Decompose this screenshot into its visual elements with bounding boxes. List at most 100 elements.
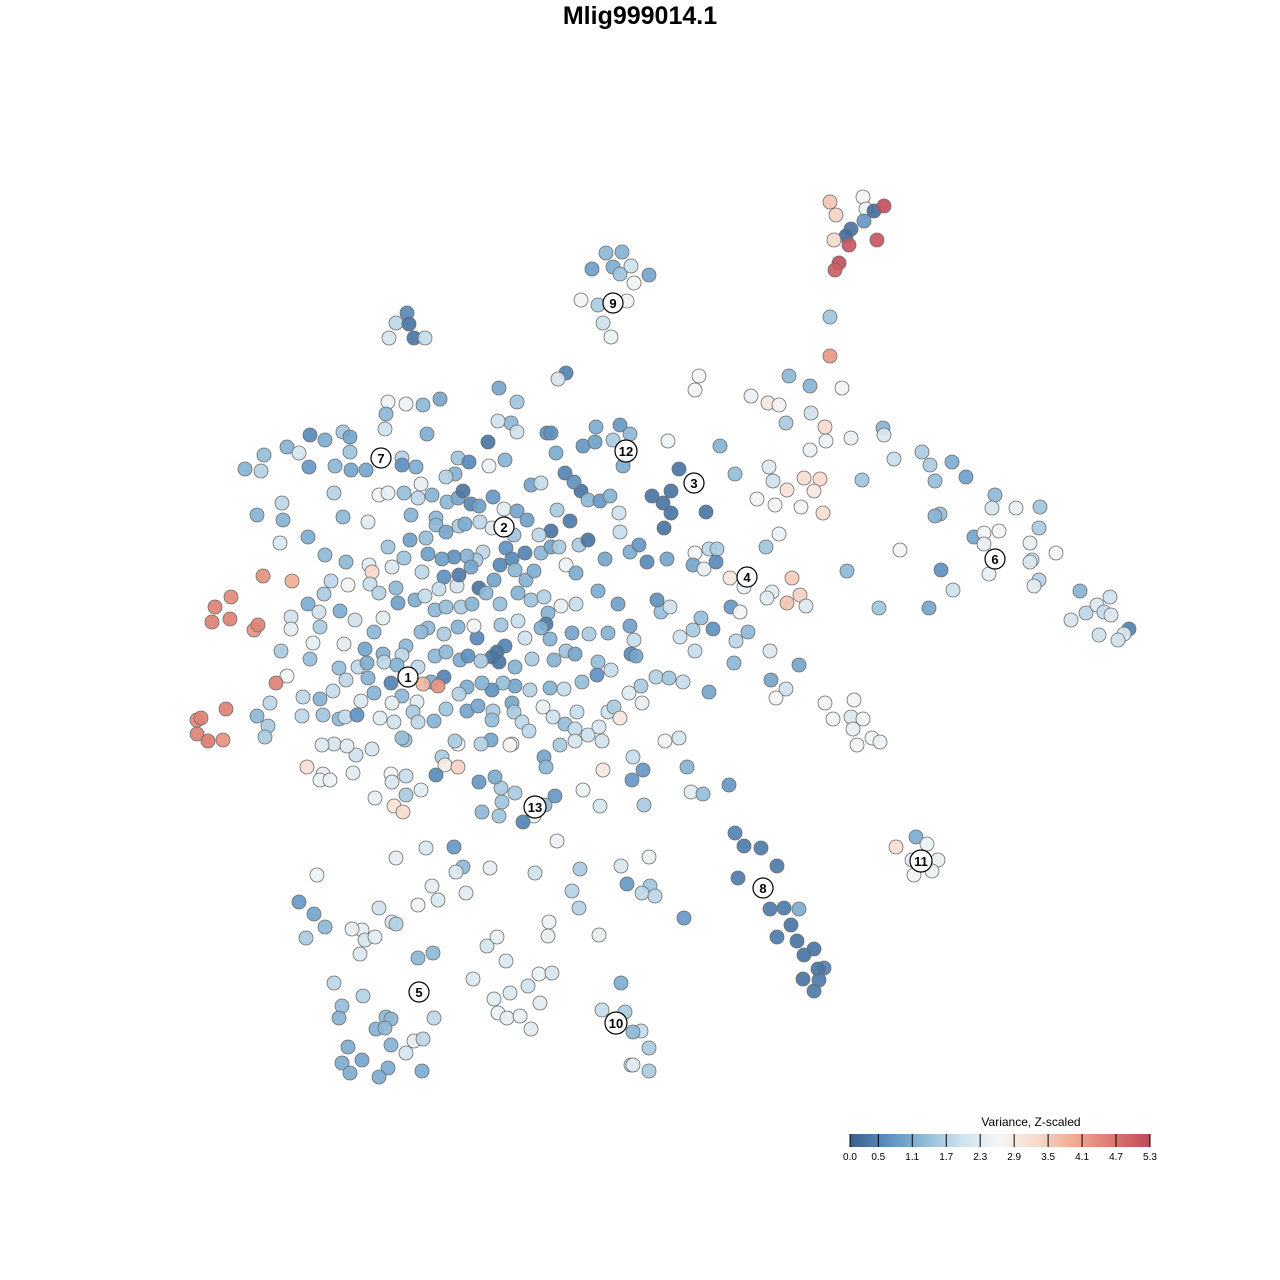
data-point (484, 712, 500, 728)
data-point (200, 733, 216, 749)
data-point (843, 430, 859, 446)
data-point (548, 445, 564, 461)
data-point (1022, 554, 1038, 570)
data-point (472, 514, 488, 530)
data-point (414, 564, 430, 580)
data-point (621, 685, 637, 701)
data-point (509, 394, 525, 410)
data-point (736, 838, 752, 854)
data-point (279, 668, 295, 684)
data-point (389, 657, 405, 673)
data-point (517, 630, 533, 646)
data-point (626, 275, 642, 291)
data-point (590, 583, 606, 599)
data-point (567, 646, 583, 662)
cluster-label-marker (602, 292, 624, 314)
data-point (641, 1040, 657, 1056)
cluster-label-marker (984, 548, 1006, 570)
cluster-label-marker (736, 566, 758, 588)
colorbar-tick-label: 2.9 (1007, 1152, 1021, 1163)
data-point (474, 804, 490, 820)
data-point (806, 983, 822, 999)
data-point (376, 654, 392, 670)
data-point (806, 483, 822, 499)
colorbar-tick-label: 3.5 (1041, 1152, 1055, 1163)
data-point (765, 473, 781, 489)
data-point (783, 917, 799, 933)
data-point (218, 701, 234, 717)
data-point (279, 439, 295, 455)
data-point (253, 463, 269, 479)
data-point (515, 814, 531, 830)
data-point (1032, 499, 1048, 515)
data-point (316, 586, 332, 602)
data-point (933, 562, 949, 578)
data-point (340, 577, 356, 593)
cluster-label-marker (523, 795, 547, 819)
data-point (323, 573, 339, 589)
colorbar-tick-label: 0.5 (871, 1152, 885, 1163)
data-point (507, 562, 523, 578)
data-point (635, 762, 651, 778)
data-point (322, 772, 338, 788)
data-point (1110, 632, 1126, 648)
data-point (613, 975, 629, 991)
data-point (398, 1045, 414, 1061)
data-point (294, 708, 310, 724)
data-point (498, 953, 514, 969)
data-point (388, 916, 404, 932)
data-point (927, 473, 943, 489)
data-point (438, 599, 454, 615)
data-point (384, 695, 400, 711)
data-point (557, 465, 573, 481)
data-point (430, 892, 446, 908)
data-point (450, 759, 466, 775)
data-point (262, 695, 278, 711)
data-point (749, 491, 765, 507)
data-point (698, 504, 714, 520)
data-point (517, 545, 533, 561)
data-point (641, 267, 657, 283)
data-point (542, 631, 558, 647)
data-point (543, 425, 559, 441)
data-point (753, 840, 769, 856)
data-point (312, 691, 328, 707)
data-point (1026, 578, 1042, 594)
data-point (709, 541, 725, 557)
data-point (268, 675, 284, 691)
data-point (818, 433, 834, 449)
data-point (732, 604, 748, 620)
colorbar-tick-label: 1.1 (905, 1152, 919, 1163)
data-point (1048, 545, 1064, 561)
data-point (380, 485, 396, 501)
data-point (605, 432, 621, 448)
data-point (431, 581, 447, 597)
data-point (256, 447, 272, 463)
data-point (413, 476, 429, 492)
data-point (436, 626, 452, 642)
data-point (781, 368, 797, 384)
data-point (771, 526, 787, 542)
data-point (580, 727, 596, 743)
data-point (945, 582, 961, 598)
data-point (410, 714, 426, 730)
data-point (413, 782, 429, 798)
data-point (401, 316, 417, 332)
data-point (493, 617, 509, 633)
data-point (976, 536, 992, 552)
data-point (776, 900, 792, 916)
cluster-label: 3 (683, 472, 705, 494)
data-point (388, 315, 404, 331)
data-point (1022, 535, 1038, 551)
data-point (612, 417, 628, 433)
data-point (377, 1020, 393, 1036)
data-point (189, 726, 205, 742)
data-point (402, 532, 418, 548)
data-point (249, 507, 265, 523)
cluster-label: 6 (984, 548, 1006, 570)
data-point (588, 419, 604, 435)
data-point (663, 483, 679, 499)
data-point (491, 808, 507, 824)
data-point (342, 429, 358, 445)
data-point (1031, 520, 1047, 536)
